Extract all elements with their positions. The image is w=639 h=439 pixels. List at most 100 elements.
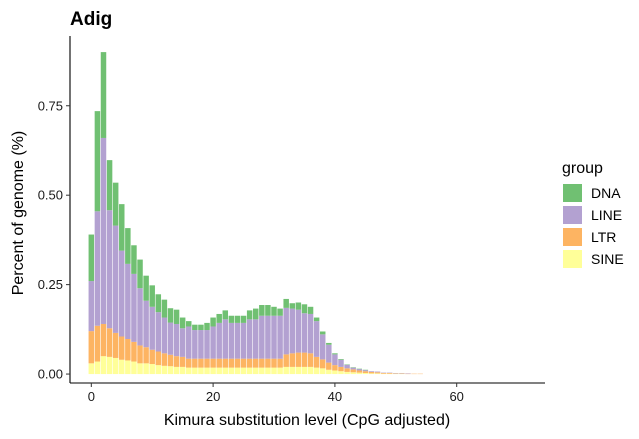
bar-line xyxy=(240,322,247,359)
bar-sine xyxy=(143,363,149,375)
bar-dna xyxy=(204,322,210,331)
bar-dna xyxy=(149,285,155,307)
bar-sine xyxy=(94,361,101,375)
bar-ltr xyxy=(234,358,241,368)
bar-ltr xyxy=(143,347,149,364)
bar-dna xyxy=(131,245,137,274)
bar-ltr xyxy=(338,366,344,372)
bar-ltr xyxy=(149,349,155,365)
bar-sine xyxy=(350,372,356,375)
bar-sine xyxy=(112,357,119,375)
bar-sine xyxy=(131,361,137,375)
bar-sine xyxy=(301,366,308,375)
bar-dna xyxy=(259,305,265,316)
bar-line xyxy=(94,211,101,326)
bar-line xyxy=(374,371,381,373)
bar-ltr xyxy=(106,328,113,357)
bar-line xyxy=(119,250,125,337)
y-tick-label: 0.00 xyxy=(38,367,63,382)
legend-label-sine: SINE xyxy=(591,251,624,267)
bar-line xyxy=(326,344,332,363)
bar-ltr xyxy=(119,336,125,360)
bar-line xyxy=(259,315,265,359)
bar-ltr xyxy=(246,358,253,368)
bar-ltr xyxy=(216,358,222,368)
bar-ltr xyxy=(186,358,192,368)
bar-sine xyxy=(210,367,216,375)
bar-dna xyxy=(228,315,235,323)
bar-sine xyxy=(313,367,320,375)
bar-dna xyxy=(338,359,344,360)
bar-line xyxy=(204,330,210,359)
bar-line xyxy=(319,334,326,360)
bar-ltr xyxy=(259,358,265,368)
bar-dna xyxy=(161,299,168,318)
bar-dna xyxy=(112,182,119,226)
bar-ltr xyxy=(283,354,289,367)
bar-dna xyxy=(319,331,326,335)
bar-ltr xyxy=(356,370,363,373)
bar-ltr xyxy=(380,372,387,374)
bar-line xyxy=(338,359,344,367)
bar-dna xyxy=(210,317,216,327)
bar-ltr xyxy=(125,338,131,361)
bar-sine xyxy=(295,366,302,375)
bar-line xyxy=(198,330,204,359)
bar-ltr xyxy=(289,353,296,367)
bar-dna xyxy=(155,294,162,313)
bar-ltr xyxy=(307,353,314,367)
bar-line xyxy=(350,367,356,370)
bar-line xyxy=(295,309,302,353)
bar-sine xyxy=(332,370,338,375)
bar-dna xyxy=(143,275,149,301)
bar-ltr xyxy=(112,332,119,358)
bar-line xyxy=(155,312,162,352)
y-tick-label: 0.50 xyxy=(38,188,63,203)
bar-dna xyxy=(295,302,302,310)
bar-sine xyxy=(125,360,131,375)
bar-line xyxy=(179,328,186,357)
bar-sine xyxy=(368,373,375,375)
legend-label-dna: DNA xyxy=(591,185,621,201)
bar-dna xyxy=(100,52,107,138)
bar-line xyxy=(216,322,222,359)
bar-ltr xyxy=(179,356,186,367)
bar-sine xyxy=(88,363,95,375)
bar-line xyxy=(307,313,314,354)
bar-ltr xyxy=(210,358,216,368)
bar-dna xyxy=(234,315,241,323)
bar-dna xyxy=(167,308,174,323)
bar-sine xyxy=(149,364,155,375)
bar-sine xyxy=(167,366,174,375)
bar-line xyxy=(362,370,369,372)
bar-dna xyxy=(119,204,125,251)
bar-ltr xyxy=(332,365,338,371)
bar-line xyxy=(356,369,363,371)
bar-ltr xyxy=(350,369,356,373)
bar-sine xyxy=(119,359,125,375)
bar-ltr xyxy=(313,356,320,368)
y-tick-label: 0.25 xyxy=(38,277,63,292)
bar-line xyxy=(149,306,155,350)
bar-dna xyxy=(240,315,247,323)
bar-sine xyxy=(289,366,296,375)
bar-dna xyxy=(246,310,253,320)
bar-ltr xyxy=(173,356,180,367)
bar-line xyxy=(161,317,168,354)
bar-sine xyxy=(106,356,113,375)
bar-sine xyxy=(179,366,186,375)
bar-dna xyxy=(307,306,314,314)
y-axis-title: Percent of genome (%) xyxy=(10,131,27,296)
bar-sine xyxy=(234,367,241,375)
legend-key-dna xyxy=(563,184,582,202)
bar-dna xyxy=(137,259,143,289)
bar-line xyxy=(234,322,241,359)
bar-sine xyxy=(204,367,210,375)
bar-ltr xyxy=(252,358,259,368)
bar-ltr xyxy=(326,362,332,370)
bar-ltr xyxy=(167,354,174,367)
bar-dna xyxy=(94,111,101,212)
bar-sine xyxy=(155,365,162,375)
bar-line xyxy=(112,225,119,333)
bar-line xyxy=(246,319,253,359)
